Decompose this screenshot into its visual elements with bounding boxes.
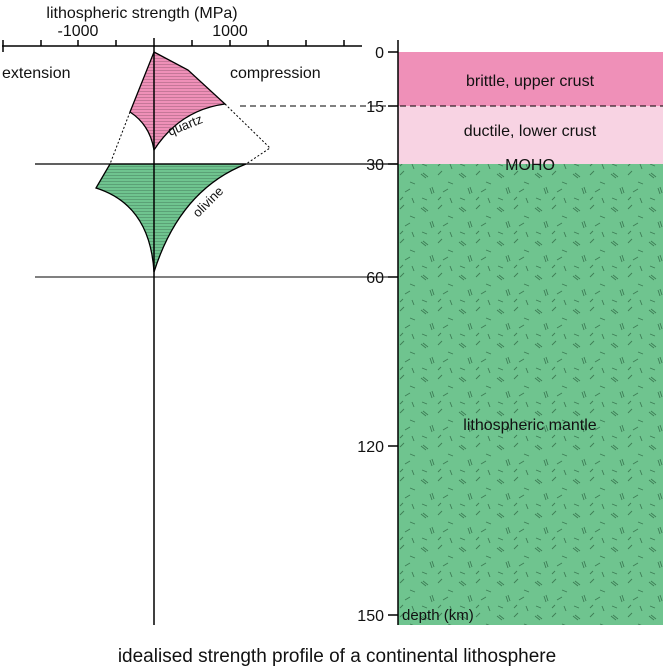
dotted-extension: [109, 111, 131, 165]
ductile-layer: [398, 106, 663, 164]
moho-label: MOHO: [505, 157, 555, 174]
depth-label: 150: [357, 608, 384, 625]
depth-label: 30: [366, 157, 384, 174]
tick-label: -1000: [58, 23, 99, 40]
depth-label: 60: [366, 270, 384, 287]
compression-label: compression: [230, 65, 321, 82]
depth-ticks: [388, 51, 398, 616]
depth-title: depth (km): [402, 607, 474, 624]
brittle-layer: [398, 52, 663, 106]
caption: idealised strength profile of a continen…: [118, 646, 556, 667]
layer-label: ductile, lower crust: [464, 123, 597, 140]
extension-label: extension: [2, 65, 71, 82]
axis-title: lithospheric strength (MPa): [46, 5, 237, 22]
depth-label: 120: [357, 439, 384, 456]
axis-ticks: [2, 40, 345, 52]
depth-label: 15: [366, 99, 384, 116]
layer-label: lithospheric mantle: [463, 417, 597, 434]
mantle-layer: [398, 164, 663, 625]
layer-label: brittle, upper crust: [466, 73, 595, 90]
tick-label: 1000: [212, 23, 248, 40]
depth-label: 0: [375, 45, 384, 62]
dotted-extension: [224, 103, 271, 165]
